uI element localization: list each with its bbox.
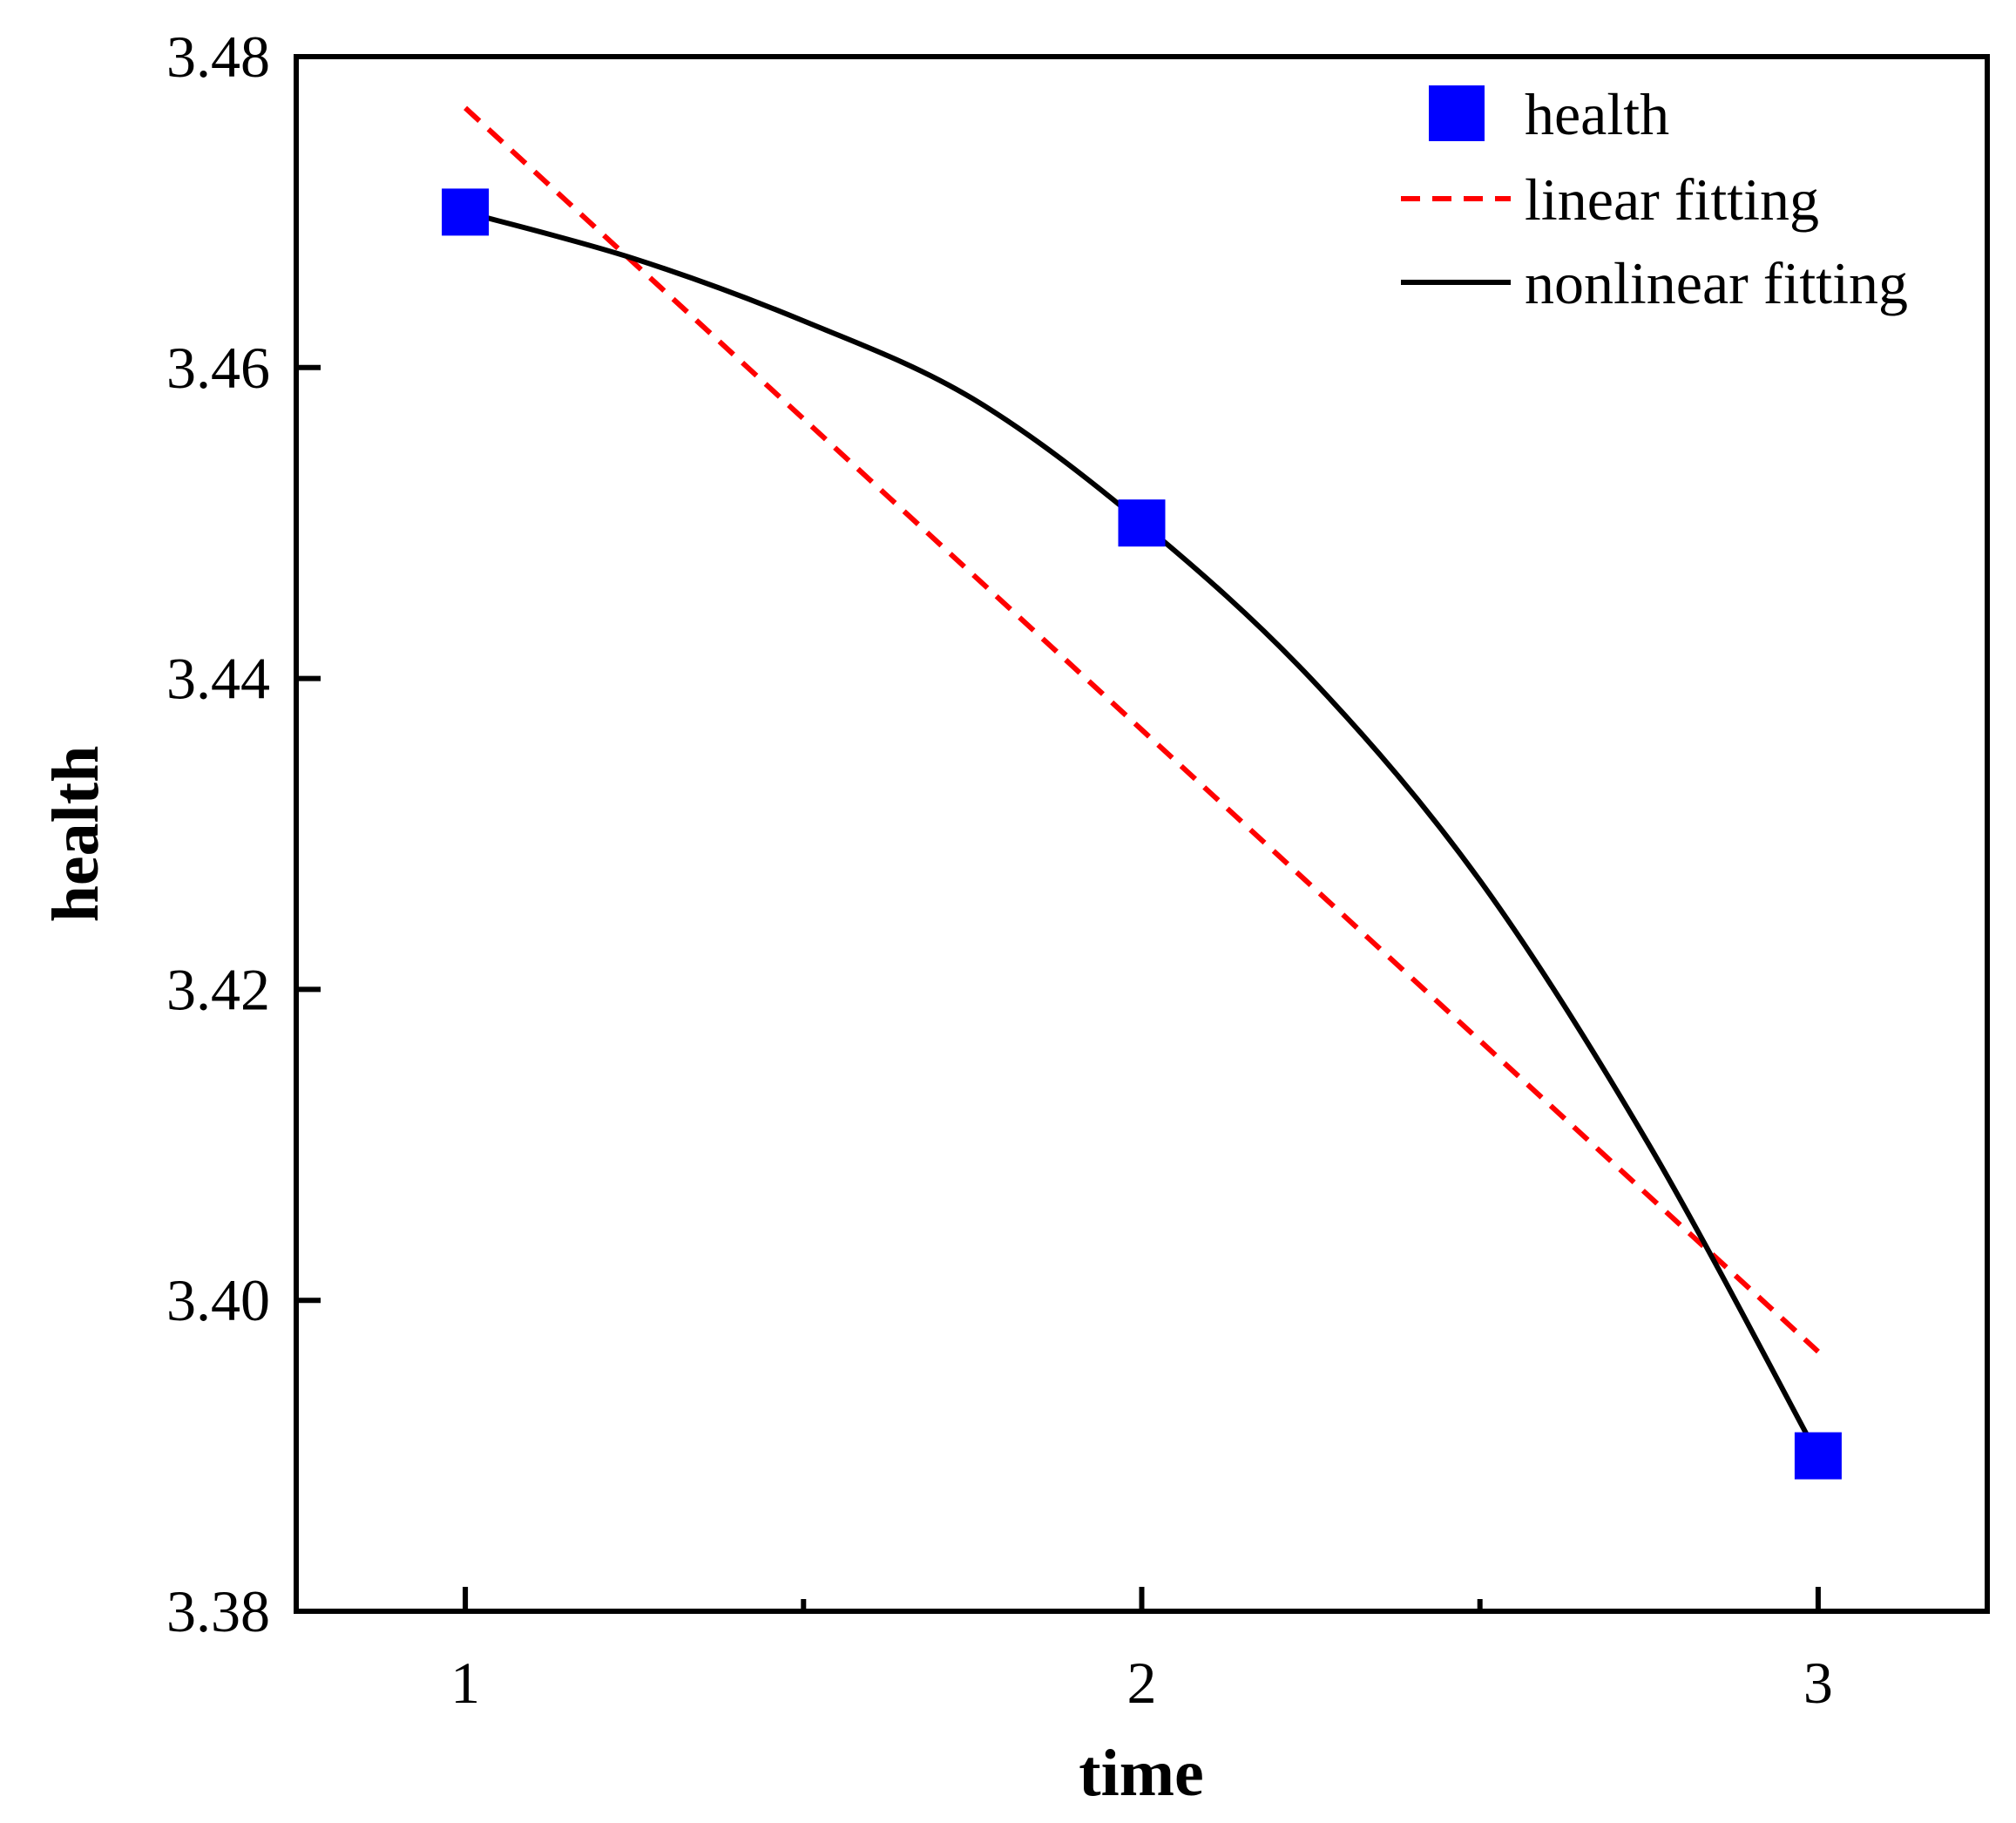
y-axis-ticks: 3.38 3.40 3.42 3.44 3.46 3.48 — [166, 24, 321, 1644]
nonlinear-fitting-line — [464, 209, 1821, 1458]
y-tick-label: 3.38 — [166, 1578, 270, 1644]
y-tick-label: 3.40 — [166, 1267, 270, 1333]
y-tick-label: 3.46 — [166, 335, 270, 401]
legend-label: linear fitting — [1525, 166, 1819, 233]
x-tick-label: 3 — [1803, 1650, 1833, 1716]
y-tick-label: 3.42 — [166, 956, 270, 1022]
x-tick-label: 1 — [450, 1650, 480, 1716]
legend-marker-health — [1429, 85, 1485, 141]
health-data-point — [1794, 1432, 1842, 1480]
legend-label: nonlinear fitting — [1525, 250, 1908, 316]
health-data-point — [442, 188, 490, 236]
legend-label: health — [1525, 81, 1669, 147]
y-tick-label: 3.48 — [166, 24, 270, 90]
legend: health linear fitting nonlinear fitting — [1401, 81, 1908, 316]
linear-fitting-line — [463, 105, 1820, 1354]
y-axis-title: health — [39, 746, 112, 923]
series-layer — [442, 105, 1842, 1480]
y-tick-label: 3.44 — [166, 646, 270, 712]
x-axis-title: time — [1079, 1737, 1203, 1810]
x-tick-label: 2 — [1127, 1650, 1157, 1716]
x-axis-ticks: 1 2 3 — [450, 1587, 1833, 1716]
health-data-point — [1118, 499, 1166, 547]
